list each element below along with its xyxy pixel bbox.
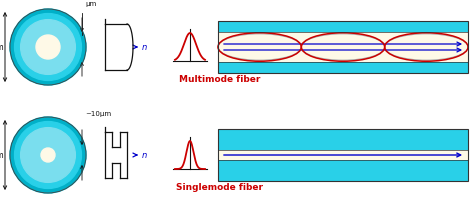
Text: 125μm: 125μm: [0, 42, 4, 51]
Text: ~10μm: ~10μm: [85, 111, 111, 117]
Text: n: n: [142, 150, 147, 159]
Circle shape: [21, 128, 75, 182]
Text: Singlemode fiber: Singlemode fiber: [176, 183, 264, 192]
Bar: [218, 32, 468, 62]
Bar: [218, 21, 468, 73]
Text: 125μm: 125μm: [0, 150, 4, 159]
Circle shape: [41, 148, 55, 162]
Bar: [218, 62, 468, 73]
Circle shape: [15, 14, 82, 80]
Bar: [218, 129, 468, 181]
Text: Multimode fiber: Multimode fiber: [179, 75, 261, 84]
Bar: [218, 160, 468, 181]
Text: 50-100
μm: 50-100 μm: [85, 0, 110, 7]
Text: n: n: [142, 42, 147, 51]
Circle shape: [36, 35, 60, 59]
Circle shape: [15, 122, 82, 189]
Bar: [218, 129, 468, 150]
Bar: [218, 21, 468, 32]
Bar: [218, 150, 468, 160]
Circle shape: [21, 20, 75, 74]
Circle shape: [10, 117, 86, 193]
Circle shape: [10, 9, 86, 85]
